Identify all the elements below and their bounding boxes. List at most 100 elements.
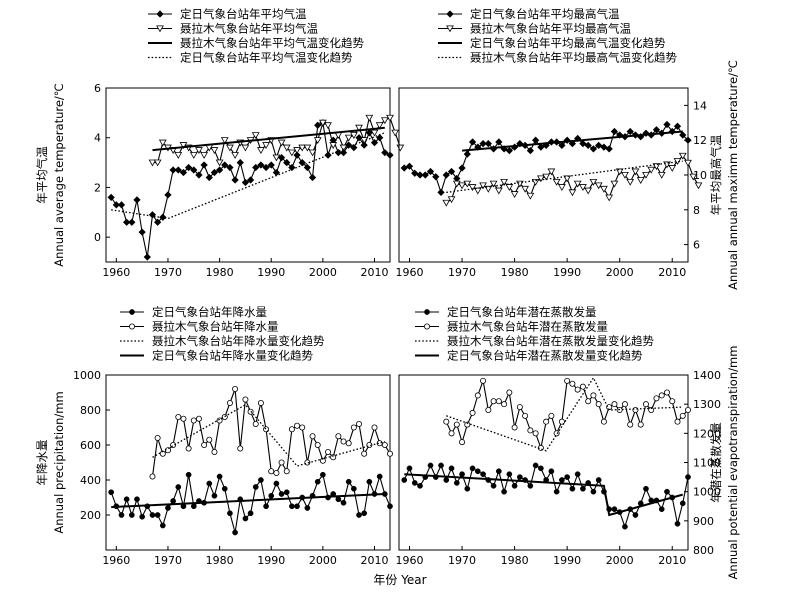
data-point bbox=[632, 406, 639, 413]
data-point bbox=[128, 218, 136, 226]
legend-marker bbox=[128, 323, 135, 330]
series bbox=[401, 462, 691, 530]
data-point bbox=[626, 127, 634, 136]
data-point bbox=[387, 503, 393, 510]
data-point bbox=[200, 161, 208, 169]
data-point bbox=[632, 512, 639, 518]
legend-item: 聂拉木气象台站年降水量变化趋势 bbox=[120, 334, 325, 348]
data-point bbox=[241, 144, 250, 152]
data-point bbox=[365, 129, 373, 137]
data-point bbox=[473, 187, 482, 195]
data-point bbox=[658, 506, 665, 513]
data-point bbox=[143, 253, 151, 261]
y-tick-label: 800 bbox=[693, 544, 714, 557]
data-point bbox=[584, 187, 593, 195]
data-point bbox=[314, 478, 321, 485]
series bbox=[152, 403, 385, 467]
data-point bbox=[610, 127, 619, 136]
data-point bbox=[479, 182, 487, 190]
data-point bbox=[107, 193, 115, 201]
legend-marker bbox=[129, 309, 135, 315]
y-axis-title-cn: 年平均气温 bbox=[35, 146, 49, 204]
series-line bbox=[151, 388, 391, 477]
data-point bbox=[356, 420, 363, 427]
x-tick-label: 1990 bbox=[553, 554, 581, 567]
data-point bbox=[658, 392, 665, 399]
data-point bbox=[569, 380, 576, 387]
data-point bbox=[526, 147, 534, 155]
data-point bbox=[400, 164, 408, 172]
data-point bbox=[272, 154, 281, 162]
data-point bbox=[190, 503, 197, 510]
series bbox=[442, 152, 703, 207]
trend-line bbox=[111, 493, 385, 509]
y-tick-label: 1000 bbox=[693, 486, 721, 499]
legend-marker bbox=[156, 25, 164, 33]
y-axis-title-cn: 年潜在蒸散发量 bbox=[709, 422, 723, 503]
legend-panel-precipitation: 定日气象台站年降水量聂拉木气象台站年降水量聂拉木气象台站年降水量变化趋势定日气象… bbox=[120, 305, 325, 363]
data-point bbox=[308, 149, 317, 157]
data-point bbox=[386, 450, 393, 457]
legend-item: 聂拉木气象台站年平均气温 bbox=[148, 22, 318, 36]
data-point bbox=[278, 459, 285, 466]
series bbox=[111, 493, 385, 509]
y-tick-label: 800 bbox=[80, 404, 101, 417]
data-point bbox=[294, 422, 301, 429]
data-point bbox=[282, 144, 291, 152]
x-tick-label: 1970 bbox=[448, 266, 476, 279]
x-tick-label: 1960 bbox=[102, 266, 130, 279]
data-point bbox=[511, 482, 518, 489]
legend-item: 定日气象台站年平均气温变化趋势 bbox=[148, 51, 353, 65]
data-point bbox=[123, 496, 130, 503]
data-point bbox=[594, 182, 603, 190]
data-point bbox=[664, 488, 670, 495]
data-point bbox=[366, 478, 373, 485]
data-point bbox=[221, 161, 229, 169]
data-point bbox=[174, 152, 183, 159]
data-point bbox=[371, 424, 378, 431]
data-point bbox=[350, 144, 358, 152]
data-point bbox=[386, 151, 394, 159]
data-point bbox=[463, 180, 472, 188]
legend-label: 聂拉木气象台站年降水量 bbox=[152, 320, 279, 334]
data-point bbox=[559, 477, 565, 483]
data-point bbox=[257, 161, 265, 169]
data-point bbox=[585, 398, 592, 405]
data-point bbox=[643, 485, 649, 492]
data-point bbox=[216, 417, 223, 424]
data-point bbox=[642, 171, 650, 179]
data-point bbox=[370, 139, 379, 147]
data-point bbox=[330, 454, 337, 461]
data-point bbox=[376, 473, 383, 480]
x-tick-label: 1970 bbox=[154, 554, 182, 567]
data-point bbox=[637, 421, 644, 428]
data-point bbox=[569, 485, 576, 492]
data-point bbox=[495, 398, 502, 405]
data-point bbox=[501, 488, 507, 495]
data-point bbox=[563, 136, 571, 144]
y-axis-title-cn: 年降水量 bbox=[35, 440, 49, 486]
series bbox=[443, 377, 692, 451]
data-point bbox=[521, 185, 529, 193]
data-point bbox=[195, 147, 203, 154]
data-point bbox=[231, 152, 239, 159]
y-tick-label: 8 bbox=[693, 204, 700, 217]
data-point bbox=[553, 430, 560, 437]
data-point bbox=[426, 167, 435, 176]
data-point bbox=[564, 377, 571, 384]
legend-label: 聂拉木气象台站年平均气温变化趋势 bbox=[180, 36, 364, 50]
legend-label: 定日气象台站年降水量变化趋势 bbox=[152, 349, 313, 363]
data-point bbox=[283, 158, 291, 167]
data-point bbox=[479, 140, 487, 148]
data-point bbox=[123, 218, 131, 226]
data-point bbox=[159, 522, 166, 529]
data-point bbox=[375, 122, 384, 130]
legend-item: 聂拉木气象台站年潜在蒸散发量 bbox=[415, 320, 608, 334]
data-point bbox=[532, 430, 539, 437]
legend-marker bbox=[446, 25, 454, 33]
data-point bbox=[175, 484, 182, 490]
data-point bbox=[258, 477, 264, 483]
data-point bbox=[574, 471, 581, 478]
x-tick-label: 1960 bbox=[396, 266, 424, 279]
